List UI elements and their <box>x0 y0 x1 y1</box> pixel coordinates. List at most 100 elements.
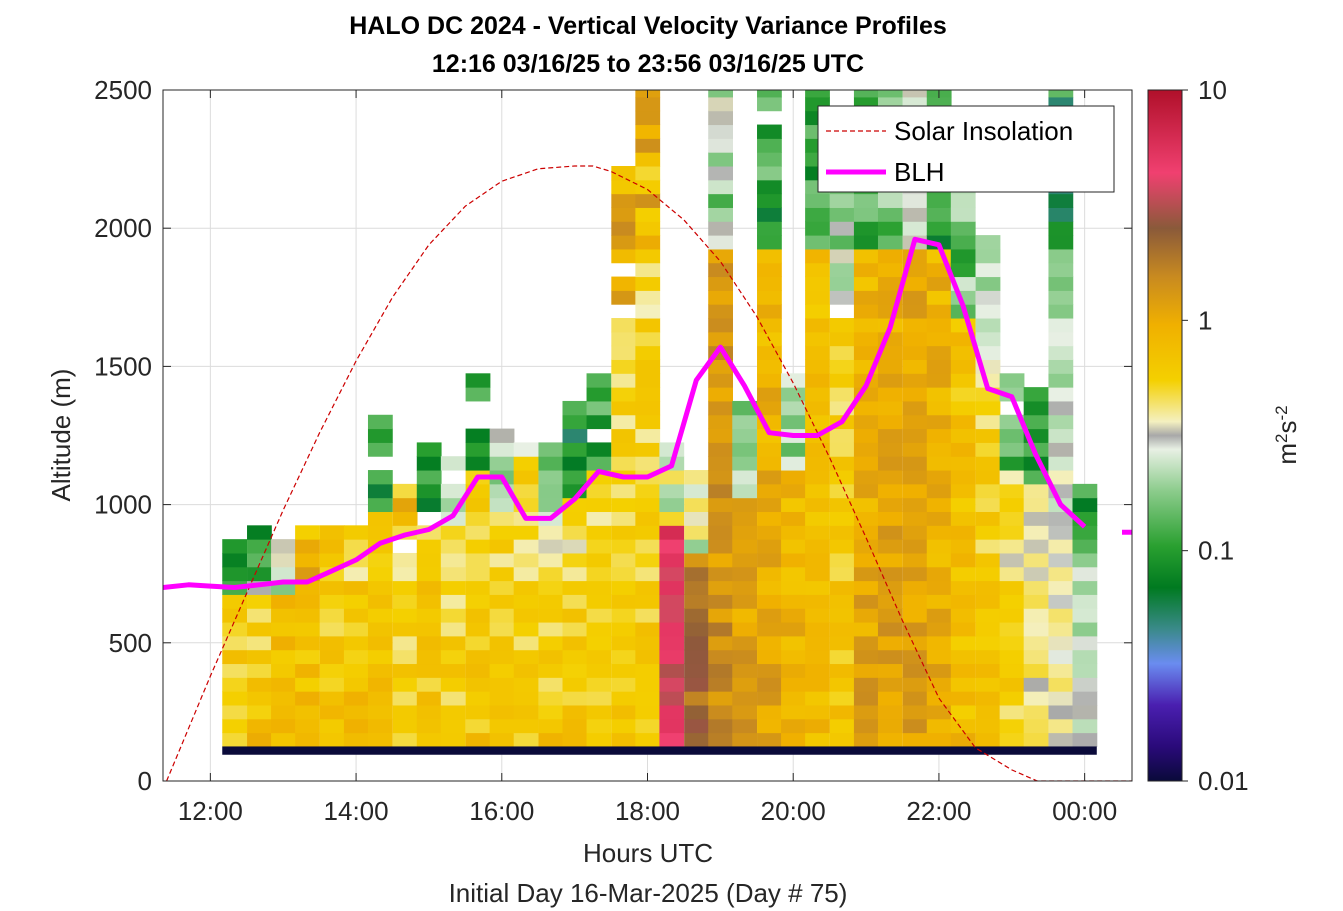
heatmap-cell <box>538 704 564 720</box>
heatmap-cell <box>416 442 442 457</box>
heatmap-cell <box>877 414 903 430</box>
heatmap-cell <box>757 483 782 499</box>
heatmap-cell <box>416 677 442 692</box>
heatmap-cell <box>465 677 491 692</box>
heatmap-cell <box>247 663 272 678</box>
heatmap-cell <box>586 442 612 457</box>
heatmap-cell <box>1072 663 1098 678</box>
heatmap-cell <box>708 539 733 554</box>
heatmap-cell <box>513 663 539 678</box>
heatmap-cell <box>805 318 830 333</box>
heatmap-cell <box>1048 691 1074 706</box>
heatmap-cell <box>757 539 782 554</box>
heatmap-cell <box>950 718 976 734</box>
heatmap-cell <box>926 663 952 678</box>
heatmap-cell <box>562 470 588 485</box>
heatmap-cell <box>926 566 952 582</box>
heatmap-cell <box>222 594 248 609</box>
heatmap-cell <box>538 691 564 706</box>
heatmap-cell <box>465 718 491 734</box>
heatmap-cell <box>635 179 661 195</box>
heatmap-cell <box>562 677 588 692</box>
heatmap-cell <box>805 345 830 360</box>
heatmap-cell <box>926 497 952 513</box>
heatmap-cell <box>538 566 564 582</box>
heatmap-cell <box>757 622 782 637</box>
heatmap-cell <box>611 166 637 181</box>
heatmap-cell <box>805 677 830 692</box>
heatmap-cell <box>757 677 782 692</box>
heatmap-cell <box>829 732 855 747</box>
heatmap-cell <box>757 96 782 112</box>
heatmap-cell <box>222 539 248 554</box>
heatmap-cell <box>975 732 1001 747</box>
heatmap-cell <box>513 608 539 623</box>
heatmap-cell <box>684 483 709 499</box>
heatmap-cell <box>465 373 491 388</box>
heatmap-cell <box>757 525 782 540</box>
heatmap-cell <box>781 635 806 651</box>
heatmap-cell <box>659 539 685 554</box>
heatmap-cell <box>586 456 612 471</box>
heatmap-cell <box>781 456 806 471</box>
y-tick-label: 0 <box>138 766 152 796</box>
heatmap-cell <box>659 580 685 595</box>
heatmap-cell <box>950 235 976 250</box>
heatmap-cell <box>1072 594 1098 609</box>
heatmap-cell <box>465 594 491 609</box>
heatmap-cell <box>950 193 976 208</box>
heatmap-cell <box>708 262 733 278</box>
heatmap-cell <box>367 677 393 692</box>
heatmap-cell <box>611 511 637 526</box>
heatmap-cell <box>659 552 685 568</box>
heatmap-cell <box>1048 635 1074 651</box>
heatmap-cell <box>343 704 369 720</box>
heatmap-cell <box>1048 718 1074 734</box>
heatmap-cell <box>247 677 272 692</box>
heatmap-cell <box>781 539 806 554</box>
heatmap-cell <box>562 511 588 526</box>
heatmap-cell <box>611 718 637 734</box>
heatmap-cell <box>416 497 442 513</box>
heatmap-cell <box>635 359 661 374</box>
heatmap-cell <box>757 304 782 319</box>
heatmap-cell <box>684 539 709 554</box>
heatmap-cell <box>659 594 685 609</box>
heatmap-cell <box>999 511 1025 526</box>
heatmap-cell <box>877 304 903 319</box>
heatmap-cell <box>708 580 733 595</box>
heatmap-cell <box>757 262 782 278</box>
heatmap-cell <box>465 635 491 651</box>
x-tick-label: 22:00 <box>906 796 971 826</box>
heatmap-cell <box>635 373 661 388</box>
heatmap-cell <box>562 663 588 678</box>
heatmap-cell <box>513 677 539 692</box>
heatmap-cell <box>513 580 539 595</box>
heatmap-cell <box>635 400 661 416</box>
heatmap-cell <box>902 331 928 347</box>
heatmap-cell <box>343 677 369 692</box>
heatmap-cell <box>319 663 345 678</box>
heatmap-cell <box>781 594 806 609</box>
heatmap-cell <box>513 483 539 499</box>
heatmap-cell <box>586 580 612 595</box>
heatmap-cell <box>271 552 296 568</box>
heatmap-cell <box>950 470 976 485</box>
heatmap-cell <box>489 635 515 651</box>
heatmap-cell <box>926 331 952 347</box>
heatmap-cell <box>611 580 637 595</box>
heatmap-cell <box>902 90 928 98</box>
heatmap-cell <box>684 649 709 665</box>
heatmap-cell <box>926 511 952 526</box>
heatmap-cell <box>853 718 879 734</box>
heatmap-cell <box>926 470 952 485</box>
heatmap-cell <box>513 594 539 609</box>
heatmap-cell <box>1072 704 1098 720</box>
heatmap-cell <box>465 704 491 720</box>
heatmap-cell <box>635 635 661 651</box>
heatmap-cell <box>757 124 782 139</box>
heatmap-cell <box>975 248 1001 264</box>
heatmap-cell <box>805 691 830 706</box>
heatmap-cell <box>926 732 952 747</box>
heatmap-cell <box>611 442 637 457</box>
